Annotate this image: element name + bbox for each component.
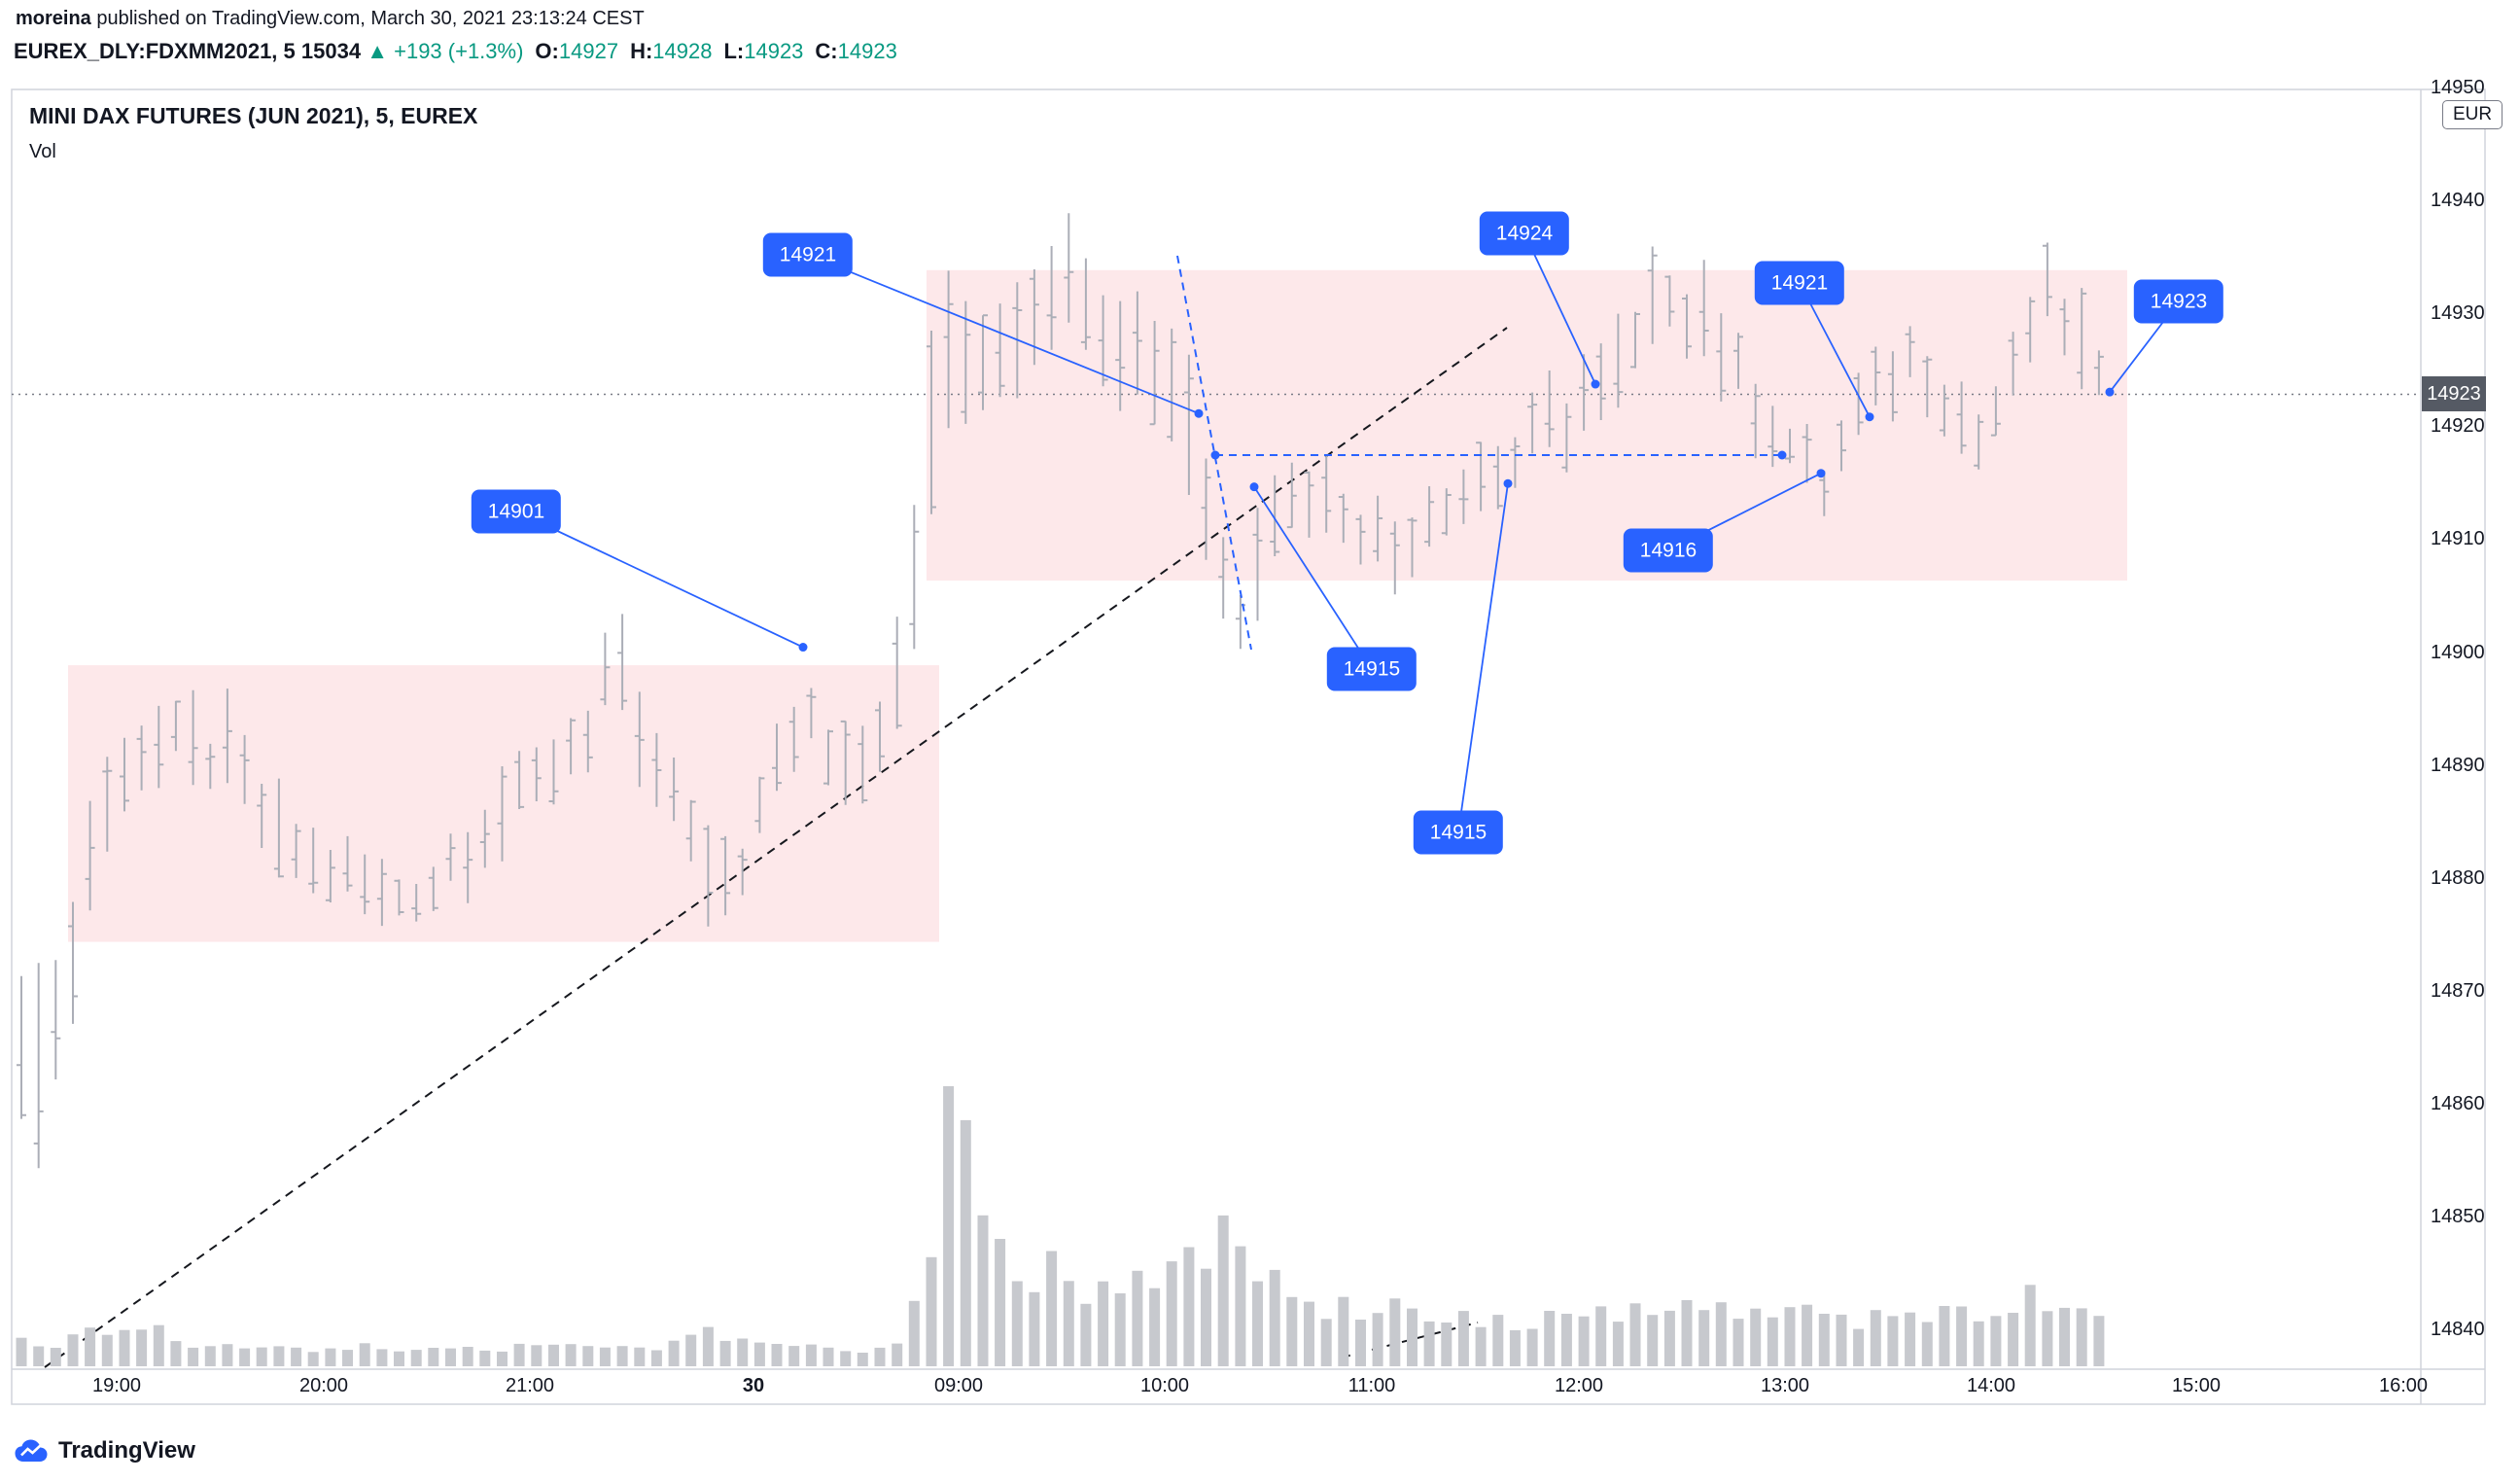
price-axis-label: 14880: [2431, 866, 2485, 889]
time-axis-label: 14:00: [1966, 1375, 2016, 1396]
chart-legend: MINI DAX FUTURES (JUN 2021), 5, EUREX Vo…: [29, 103, 477, 163]
price-axis-label: 14850: [2431, 1206, 2485, 1227]
price-callout[interactable]: 14921: [762, 232, 854, 277]
currency-button[interactable]: EUR: [2442, 100, 2503, 129]
chart-border: [11, 88, 2486, 1405]
callout-connector: [1523, 232, 1596, 385]
tradingview-logo-icon: [15, 1439, 48, 1462]
price-axis-label: 14910: [2431, 528, 2485, 550]
symbol-ticker: EUREX_DLY:FDXMM2021, 5: [14, 39, 296, 63]
callout-connector: [515, 511, 804, 649]
price-axis-label: 14890: [2431, 754, 2485, 776]
price-axis-label: 14930: [2431, 302, 2485, 325]
price-axis-label: 14860: [2431, 1092, 2485, 1114]
callout-connector: [1253, 486, 1373, 670]
price-axis-label: 14940: [2431, 190, 2485, 212]
time-axis-label: 13:00: [1760, 1375, 1810, 1396]
price-callout[interactable]: 14916: [1623, 528, 1714, 573]
ohlc-key: H:: [630, 39, 653, 63]
callout-connector: [1457, 483, 1509, 833]
callout-anchor-dot[interactable]: [1503, 478, 1513, 488]
symbol-status-line: EUREX_DLY:FDXMM2021, 5 15034 ▲ +193 (+1.…: [14, 39, 897, 64]
attribution-line: moreina published on TradingView.com, Ma…: [16, 8, 645, 30]
callout-connector: [807, 254, 1200, 415]
last-price-badge: 14923: [2422, 376, 2486, 412]
time-axis-label: 21:00: [505, 1375, 555, 1396]
callout-anchor-dot[interactable]: [798, 643, 808, 653]
price-callout[interactable]: 14915: [1413, 810, 1504, 855]
callout-anchor-dot[interactable]: [1865, 412, 1874, 422]
price-axis-label: 14900: [2431, 641, 2485, 663]
zone-rect[interactable]: [68, 665, 939, 942]
last-value: 15034: [300, 39, 362, 63]
ohlc-key: L:: [723, 39, 745, 63]
price-axis-label: 14870: [2431, 979, 2485, 1002]
callout-anchor-dot[interactable]: [2105, 387, 2115, 397]
ohlc-value: 14928: [652, 39, 713, 63]
price-change: +193 (+1.3%): [394, 39, 524, 63]
time-axis-label: 09:00: [933, 1375, 984, 1396]
time-axis-label: 30: [742, 1375, 765, 1396]
volume-indicator-label[interactable]: Vol: [29, 141, 56, 162]
ohlc-value: 14923: [837, 39, 897, 63]
price-callout[interactable]: 14901: [471, 489, 562, 534]
price-bars: [17, 213, 2104, 1169]
ohlc-values: O:14927 H:14928 L:14923 C:14923: [523, 39, 896, 63]
tradingview-watermark[interactable]: TradingView: [14, 1437, 195, 1464]
price-axis-label: 14840: [2431, 1319, 2485, 1341]
line-endpoint-dot[interactable]: [1210, 450, 1220, 460]
up-arrow-icon: ▲: [367, 39, 388, 63]
callout-anchor-dot[interactable]: [1194, 408, 1204, 418]
price-callout[interactable]: 14915: [1326, 647, 1418, 691]
zone-rect[interactable]: [927, 269, 2127, 582]
callout-anchor-dot[interactable]: [1816, 469, 1826, 478]
time-axis-label: 12:00: [1554, 1375, 1604, 1396]
line-endpoint-dot[interactable]: [1777, 450, 1787, 460]
blue-dashed-line[interactable]: [1176, 255, 1252, 651]
volume-bars: [16, 1086, 2105, 1366]
price-callout[interactable]: 14924: [1479, 211, 1570, 256]
time-axis-label: 16:00: [2378, 1375, 2429, 1396]
price-axis-label: 14920: [2431, 415, 2485, 438]
price-axis-label: 14950: [2431, 77, 2485, 98]
attribution-text: published on TradingView.com, March 30, …: [90, 8, 645, 29]
callout-anchor-dot[interactable]: [1249, 482, 1259, 492]
time-axis-label: 20:00: [298, 1375, 349, 1396]
time-axis-label: 11:00: [1348, 1375, 1396, 1396]
supply-demand-zones[interactable]: [68, 269, 2127, 942]
callout-connector: [1799, 282, 1871, 418]
tradingview-wordmark: TradingView: [58, 1437, 195, 1464]
ohlc-key: O:: [535, 39, 559, 63]
ohlc-value: 14927: [558, 39, 619, 63]
ohlc-value: 14923: [744, 39, 804, 63]
time-axis-label: 10:00: [1139, 1375, 1190, 1396]
chart-title: MINI DAX FUTURES (JUN 2021), 5, EUREX: [29, 103, 478, 128]
ohlc-key: C:: [815, 39, 838, 63]
price-callout[interactable]: 14923: [2133, 279, 2224, 324]
callout-anchor-dot[interactable]: [1591, 379, 1600, 389]
price-callout[interactable]: 14921: [1754, 261, 1845, 305]
time-axis-label: 15:00: [2171, 1375, 2222, 1396]
time-axis-label: 19:00: [91, 1375, 142, 1396]
author-name: moreina: [16, 8, 91, 29]
